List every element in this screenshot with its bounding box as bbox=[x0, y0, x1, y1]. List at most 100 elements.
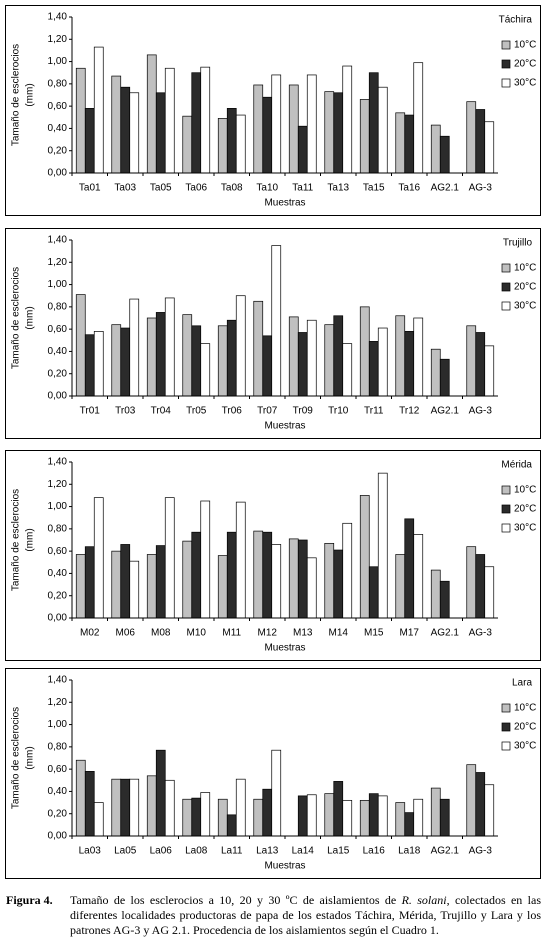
legend-swatch bbox=[501, 78, 511, 88]
caption-text: , colectados en las diferentes localidad… bbox=[70, 893, 542, 937]
legend-label: 20°C bbox=[514, 282, 536, 293]
bar bbox=[368, 72, 379, 174]
bar bbox=[120, 86, 131, 174]
x-tick-label: Ta13 bbox=[327, 183, 349, 194]
bar bbox=[262, 96, 273, 174]
x-tick-label: Tr04 bbox=[151, 406, 172, 417]
y-tick-label: 0,40 bbox=[48, 123, 68, 134]
legend-swatch bbox=[501, 59, 511, 69]
caption-text: Tamaño de los esclerocios a 10, 20 y 30 … bbox=[70, 893, 402, 907]
x-tick-label: Tr10 bbox=[328, 406, 349, 417]
y-tick-label: 0,00 bbox=[48, 831, 68, 842]
chart-title: Lara bbox=[512, 678, 532, 689]
panel-frame bbox=[5, 5, 541, 216]
y-tick-label: 1,00 bbox=[48, 719, 68, 730]
bar bbox=[200, 500, 211, 619]
bar bbox=[226, 319, 237, 397]
bar bbox=[439, 135, 450, 174]
x-tick-label: Ta01 bbox=[79, 183, 101, 194]
bar bbox=[404, 114, 415, 174]
bar bbox=[466, 101, 477, 174]
x-tick-label: La06 bbox=[150, 846, 173, 857]
bar bbox=[413, 798, 424, 837]
chart-panel: 0,00 0,20 0,40 0,60 0,80 1,00 1,20 1,40 M02 M06 M0… bbox=[5, 450, 541, 661]
legend-label: 10°C bbox=[514, 485, 536, 496]
x-tick-label: La08 bbox=[185, 846, 208, 857]
bar bbox=[297, 125, 308, 174]
bar bbox=[155, 749, 166, 837]
bar bbox=[342, 343, 353, 397]
y-axis-label: (mm) bbox=[25, 306, 36, 329]
bar bbox=[430, 348, 441, 397]
y-tick-label: 0,40 bbox=[48, 568, 68, 579]
bar bbox=[253, 84, 264, 174]
chart-panel: 0,00 0,20 0,40 0,60 0,80 1,00 1,20 1,40 Tr01 Tr03… bbox=[5, 228, 541, 439]
legend-swatch bbox=[501, 741, 511, 751]
x-tick-label: M14 bbox=[329, 628, 349, 639]
bar bbox=[404, 518, 415, 619]
bar bbox=[466, 546, 477, 619]
y-tick-label: 0,60 bbox=[48, 324, 68, 335]
legend-label: 30°C bbox=[514, 301, 536, 312]
bar bbox=[413, 317, 424, 397]
bar bbox=[93, 802, 104, 837]
bar bbox=[129, 560, 140, 619]
x-tick-label: Ta10 bbox=[256, 183, 278, 194]
legend-swatch bbox=[501, 263, 511, 273]
bar bbox=[253, 530, 264, 619]
chart-panel: 0,00 0,20 0,40 0,60 0,80 1,00 1,20 1,40 Ta01 Ta03… bbox=[5, 5, 541, 216]
bar bbox=[262, 531, 273, 619]
bar bbox=[200, 66, 211, 174]
bar bbox=[226, 814, 237, 837]
x-tick-label: La13 bbox=[256, 846, 279, 857]
x-tick-label: Tr05 bbox=[186, 406, 207, 417]
legend-swatch bbox=[501, 485, 511, 495]
y-tick-label: 1,20 bbox=[48, 697, 68, 708]
x-tick-label: AG-3 bbox=[469, 183, 493, 194]
bar bbox=[200, 343, 211, 397]
y-tick-label: 0,80 bbox=[48, 78, 68, 89]
bar bbox=[146, 554, 157, 619]
bar bbox=[324, 91, 335, 174]
x-tick-label: Ta11 bbox=[292, 183, 313, 194]
bar bbox=[120, 778, 131, 837]
bar bbox=[111, 778, 122, 837]
x-axis-label: Muestras bbox=[264, 198, 305, 209]
bar bbox=[182, 540, 193, 619]
y-tick-label: 1,40 bbox=[48, 12, 68, 23]
y-tick-label: 0,80 bbox=[48, 741, 68, 752]
bar bbox=[164, 67, 175, 174]
bar bbox=[484, 784, 495, 837]
bar bbox=[413, 62, 424, 174]
bar bbox=[182, 314, 193, 397]
y-tick-label: 0,20 bbox=[48, 590, 68, 601]
bar bbox=[306, 319, 317, 397]
chart-title: Mérida bbox=[501, 460, 532, 471]
y-tick-label: 0,20 bbox=[48, 808, 68, 819]
y-tick-label: 1,40 bbox=[48, 675, 68, 686]
bar bbox=[404, 812, 415, 837]
bar bbox=[84, 334, 95, 397]
bar bbox=[120, 327, 131, 397]
bar bbox=[253, 798, 264, 837]
bar bbox=[75, 67, 86, 174]
legend-swatch bbox=[501, 703, 511, 713]
bar bbox=[271, 544, 282, 619]
panel-frame bbox=[5, 450, 541, 661]
bar bbox=[377, 472, 388, 619]
legend-label: 30°C bbox=[514, 78, 536, 89]
panel-frame bbox=[5, 228, 541, 439]
legend-label: 10°C bbox=[514, 263, 536, 274]
y-axis-label: (mm) bbox=[25, 746, 36, 769]
x-tick-label: Tr12 bbox=[399, 406, 420, 417]
bar bbox=[359, 306, 370, 397]
bar bbox=[466, 764, 477, 837]
bar bbox=[111, 550, 122, 619]
bar bbox=[84, 108, 95, 174]
bar bbox=[466, 325, 477, 397]
chart-panel: 0,00 0,20 0,40 0,60 0,80 1,00 1,20 1,40 La03 La05… bbox=[5, 668, 541, 879]
x-tick-label: La14 bbox=[292, 846, 315, 857]
bar bbox=[395, 554, 406, 619]
x-tick-label: Ta15 bbox=[363, 183, 385, 194]
